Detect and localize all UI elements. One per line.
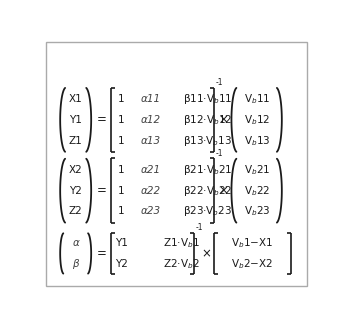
Text: 1: 1 [118,165,125,175]
Text: X1: X1 [69,94,82,104]
Text: β13·V$_b$13: β13·V$_b$13 [183,134,232,148]
Text: -1: -1 [215,149,223,158]
Text: V$_b$2−X2: V$_b$2−X2 [231,257,273,271]
Text: β: β [72,259,79,269]
Text: ×: × [218,113,228,126]
Text: α22: α22 [141,186,161,196]
Text: Z1·V$_b$1: Z1·V$_b$1 [163,236,200,250]
Text: α12: α12 [141,115,161,125]
Text: V$_b$13: V$_b$13 [244,134,270,148]
Text: Y2: Y2 [69,186,82,196]
Text: 1: 1 [118,136,125,146]
Text: X2: X2 [69,165,82,175]
Text: V$_b$21: V$_b$21 [244,163,270,177]
Text: β23·V$_b$23: β23·V$_b$23 [183,204,232,218]
Text: β21·V$_b$21: β21·V$_b$21 [183,163,232,177]
Text: -1: -1 [215,78,223,87]
Text: Z2: Z2 [69,206,82,216]
FancyBboxPatch shape [46,42,307,286]
Text: V$_b$11: V$_b$11 [244,92,270,106]
Text: Z1: Z1 [69,136,82,146]
Text: β11·V$_b$11: β11·V$_b$11 [183,92,232,106]
Text: V$_b$23: V$_b$23 [244,204,270,218]
Text: =: = [96,113,106,126]
Text: 1: 1 [118,206,125,216]
Text: V$_b$12: V$_b$12 [244,113,270,127]
Text: Y1: Y1 [69,115,82,125]
Text: 1: 1 [118,115,125,125]
Text: Y2: Y2 [115,259,128,269]
Text: V$_b$22: V$_b$22 [244,184,270,198]
Text: V$_b$1−X1: V$_b$1−X1 [231,236,274,250]
Text: α13: α13 [141,136,161,146]
Text: β12·V$_b$12: β12·V$_b$12 [183,113,232,127]
Text: β22·V$_b$22: β22·V$_b$22 [183,184,232,198]
Text: α11: α11 [141,94,161,104]
Text: 1: 1 [118,186,125,196]
Text: Y1: Y1 [115,238,128,248]
Text: ×: × [218,184,228,197]
Text: ×: × [201,247,211,260]
Text: -1: -1 [196,223,203,232]
Text: α23: α23 [141,206,161,216]
Text: =: = [96,247,106,260]
Text: α: α [72,238,79,248]
Text: α21: α21 [141,165,161,175]
Text: 1: 1 [118,94,125,104]
Text: Z2·V$_b$2: Z2·V$_b$2 [163,257,200,271]
Text: =: = [96,184,106,197]
